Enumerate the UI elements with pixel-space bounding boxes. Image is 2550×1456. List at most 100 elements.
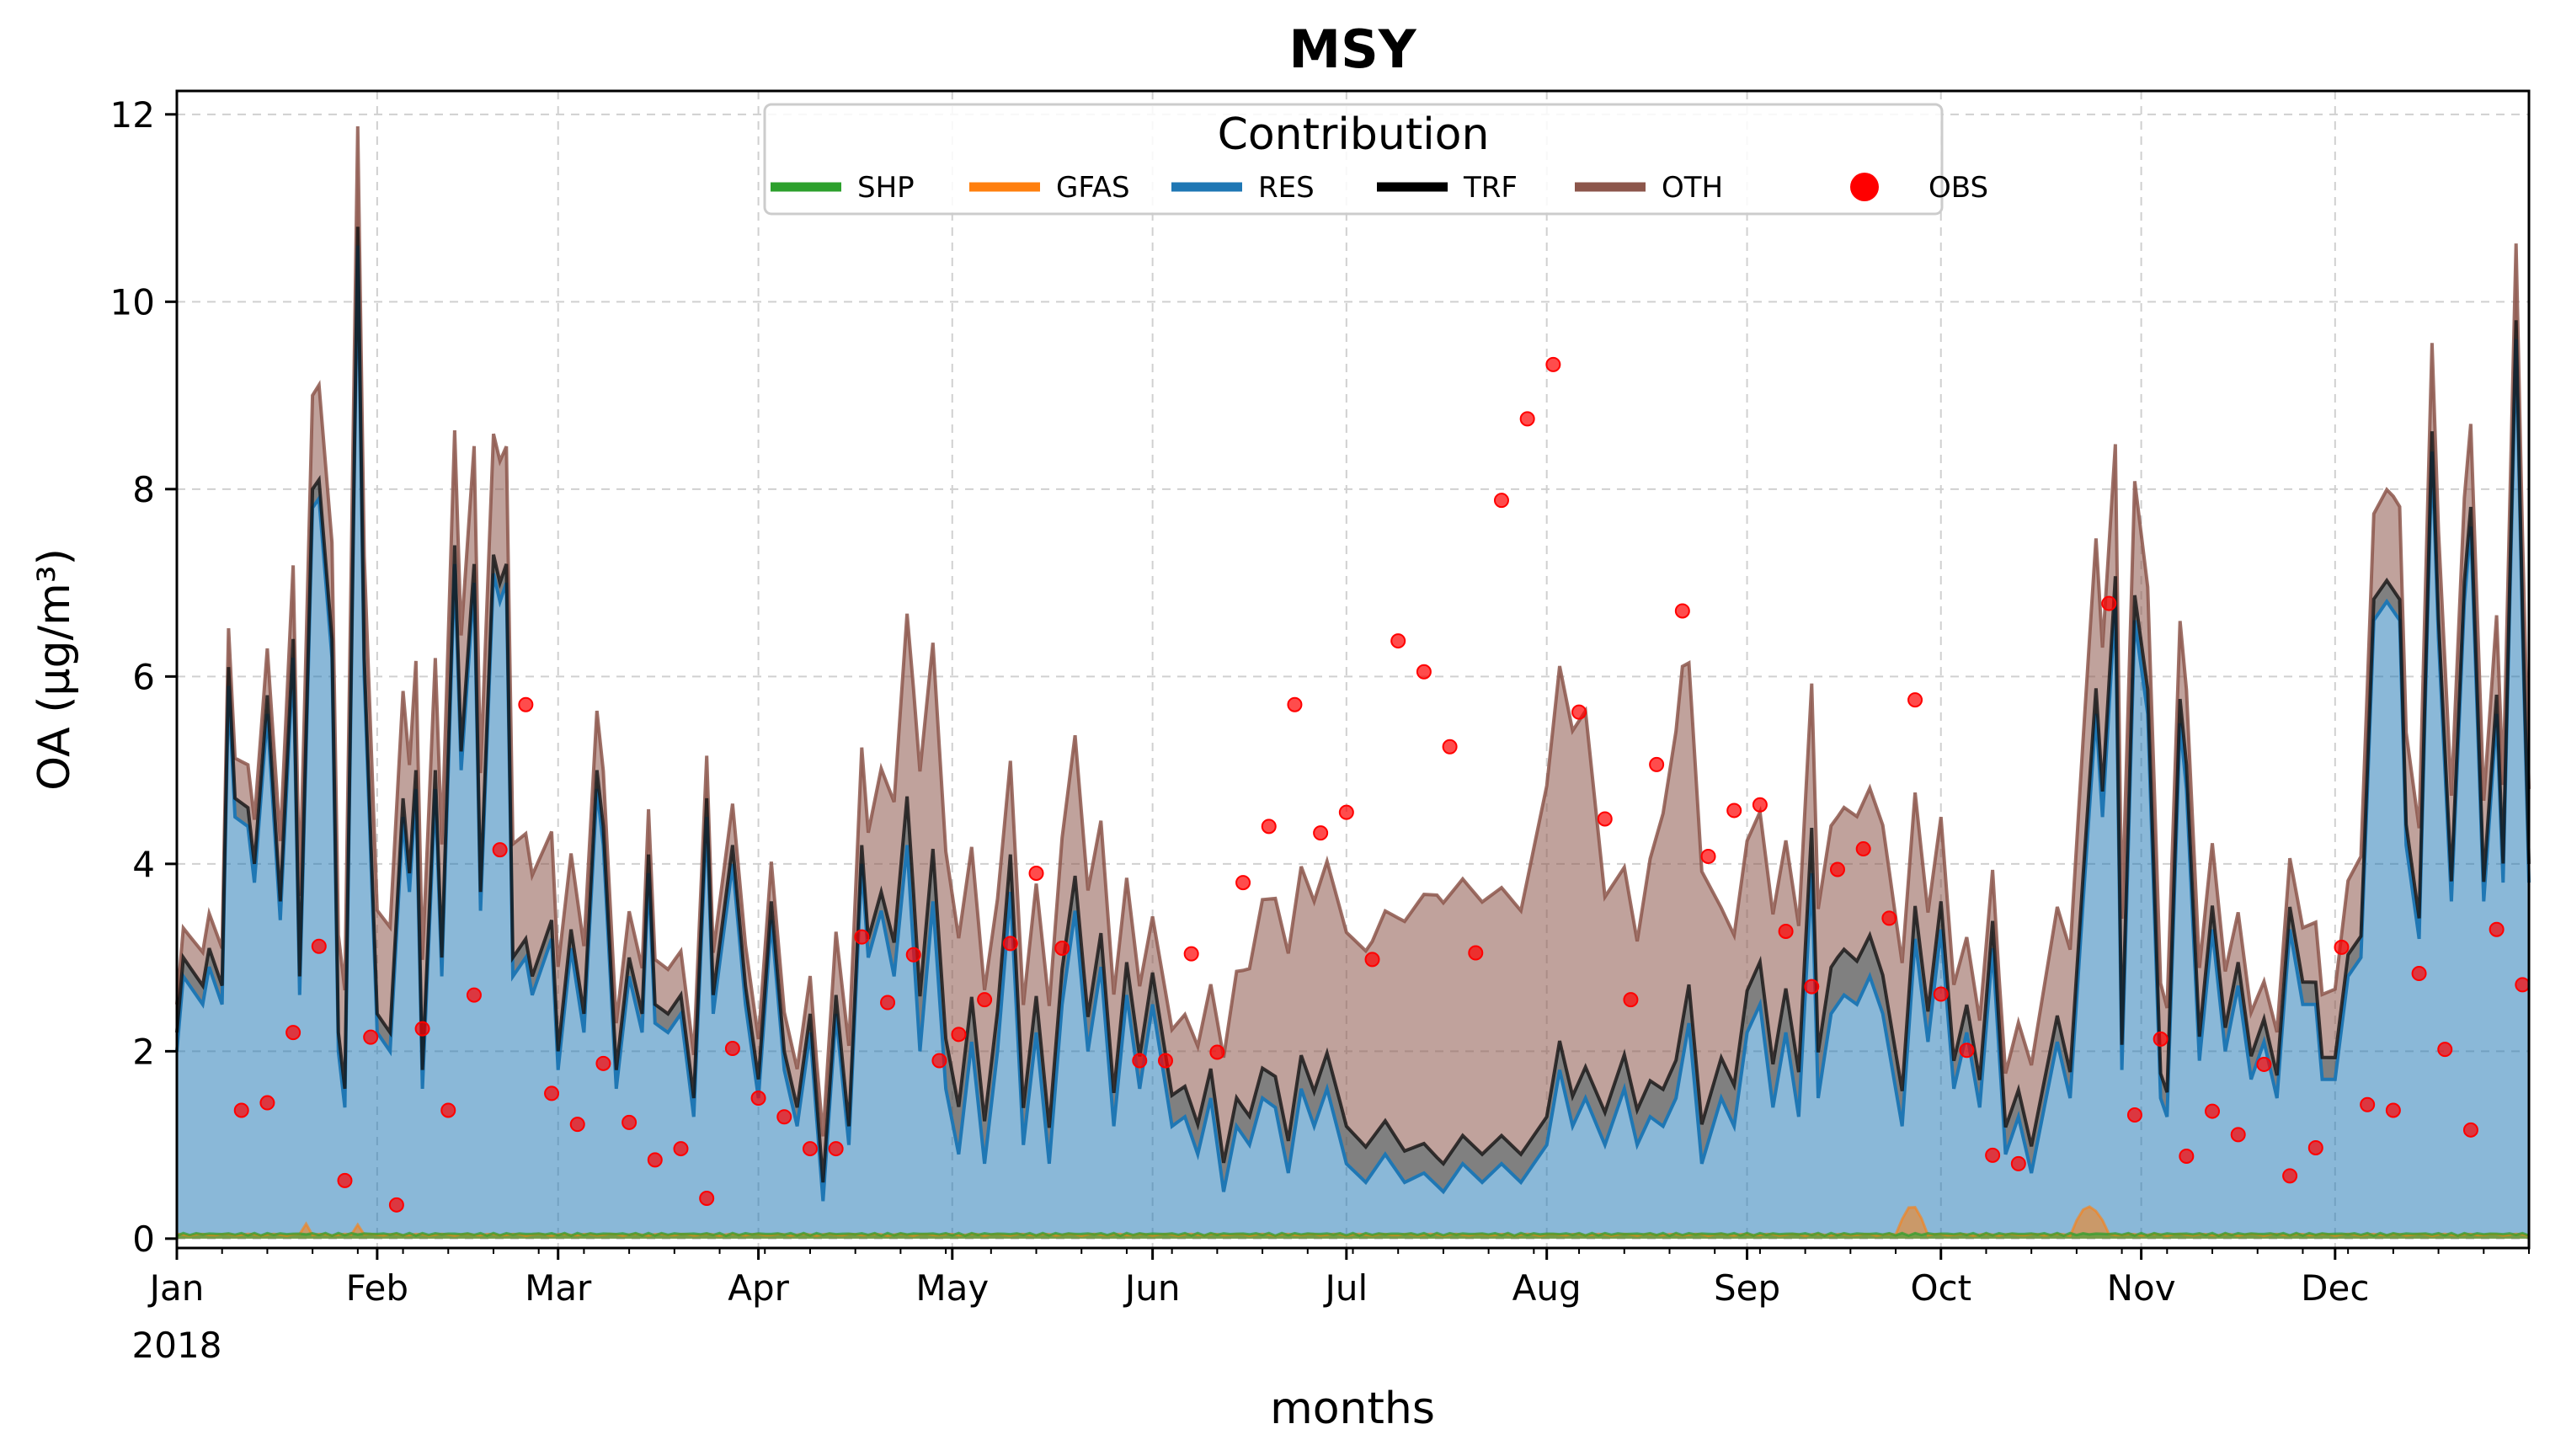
y-axis-label: OA (μg/m³) <box>29 548 80 791</box>
obs-point <box>1132 1053 1148 1069</box>
obs-point <box>595 1055 611 1071</box>
obs-point <box>1287 696 1303 712</box>
obs-point <box>1985 1147 2001 1163</box>
obs-point <box>2179 1148 2195 1164</box>
obs-point <box>233 1102 249 1118</box>
obs-point <box>1649 756 1665 772</box>
obs-point <box>1855 841 1871 857</box>
legend-label-res: RES <box>1258 171 1315 205</box>
obs-point <box>2153 1031 2169 1047</box>
obs-point <box>466 987 482 1003</box>
x-tick-label: May <box>915 1267 989 1309</box>
legend-label-oth: OTH <box>1662 171 1723 205</box>
obs-point <box>1700 848 1716 864</box>
obs-point <box>724 1041 740 1057</box>
obs-point <box>2010 1155 2026 1171</box>
x-tick-label: Apr <box>728 1267 789 1309</box>
obs-point <box>2282 1168 2298 1184</box>
obs-point <box>1623 992 1639 1008</box>
obs-point <box>2437 1042 2453 1058</box>
obs-point <box>1313 825 1329 841</box>
oth-area <box>177 126 2529 1183</box>
res-line <box>175 245 2531 1202</box>
plot-lines <box>175 125 2531 1238</box>
obs-point <box>951 1027 967 1043</box>
obs-point <box>569 1117 585 1133</box>
obs-point <box>259 1095 275 1111</box>
obs-point <box>1442 739 1458 755</box>
chart-title: MSY <box>1288 19 1416 80</box>
obs-point <box>1597 811 1613 827</box>
legend-entries: SHP GFAS RES TRF OTH OBS <box>771 171 1988 205</box>
obs-point <box>337 1172 353 1188</box>
obs-point <box>750 1090 766 1106</box>
obs-point <box>1468 945 1484 961</box>
obs-point <box>544 1085 560 1101</box>
obs-point <box>1959 1043 1975 1059</box>
obs-point <box>828 1141 844 1157</box>
trf-line <box>175 227 2531 1183</box>
obs-point <box>854 929 870 945</box>
obs-point <box>2462 1122 2478 1138</box>
y-tick-label: 6 <box>132 656 155 697</box>
y-tick-label: 4 <box>132 844 155 885</box>
x-tick-label: Jun <box>1123 1267 1181 1309</box>
obs-point <box>1054 940 1070 956</box>
x-tick-label: Oct <box>1910 1267 1971 1309</box>
obs-point <box>802 1141 818 1157</box>
oth-line <box>175 125 2531 1137</box>
obs-point <box>776 1109 792 1125</box>
legend-label-shp: SHP <box>857 171 915 205</box>
y-tick-label: 8 <box>132 469 155 510</box>
shp-line <box>176 1231 2530 1238</box>
legend-marker-obs <box>1850 173 1879 201</box>
obs-point <box>2515 977 2531 993</box>
obs-point <box>1726 803 1742 819</box>
obs-point <box>1157 1053 1173 1069</box>
obs-point <box>647 1152 663 1168</box>
obs-point <box>1674 603 1690 619</box>
obs-point <box>1028 865 1044 881</box>
y-tick-label: 0 <box>132 1219 155 1260</box>
obs-point <box>2307 1139 2323 1155</box>
x-tick-label: Mar <box>525 1267 592 1309</box>
obs-point <box>2230 1127 2246 1143</box>
obs-point <box>880 995 896 1011</box>
obs-point <box>414 1021 430 1037</box>
obs-point <box>285 1025 301 1041</box>
obs-point <box>2101 595 2117 611</box>
x-tick-label: Dec <box>2301 1267 2369 1309</box>
obs-point <box>1416 664 1432 680</box>
y-axis-ticks: 0 2 4 6 8 10 12 <box>110 94 177 1260</box>
legend-label-trf: TRF <box>1463 171 1518 205</box>
obs-point <box>1390 633 1406 649</box>
obs-point <box>2256 1056 2272 1072</box>
x-tick-label: Jul <box>1322 1267 1368 1309</box>
obs-point <box>931 1053 947 1069</box>
obs-point <box>1804 979 1820 995</box>
obs-point <box>2360 1096 2376 1112</box>
obs-point <box>977 992 993 1008</box>
legend-label-gfas: GFAS <box>1056 171 1130 205</box>
legend-title: Contribution <box>1218 109 1490 160</box>
obs-point <box>1881 910 1897 926</box>
obs-point <box>1261 819 1277 835</box>
obs-points <box>233 356 2531 1213</box>
obs-point <box>492 842 508 858</box>
obs-point <box>699 1191 715 1207</box>
obs-point <box>1493 493 1509 509</box>
obs-point <box>1235 875 1251 891</box>
obs-point <box>1545 356 1561 372</box>
obs-point <box>1829 861 1845 877</box>
obs-point <box>1364 952 1380 968</box>
x-tick-label: Aug <box>1512 1267 1582 1309</box>
legend: Contribution SHP GFAS RES TRF OTH OBS <box>763 103 1988 216</box>
obs-point <box>1519 411 1535 427</box>
obs-point <box>1778 923 1794 939</box>
y-tick-label: 10 <box>110 281 155 323</box>
obs-point <box>2385 1102 2401 1118</box>
obs-point <box>2334 939 2350 955</box>
obs-point <box>1183 946 1199 962</box>
obs-point <box>621 1114 638 1130</box>
x-tick-label: Nov <box>2107 1267 2176 1309</box>
